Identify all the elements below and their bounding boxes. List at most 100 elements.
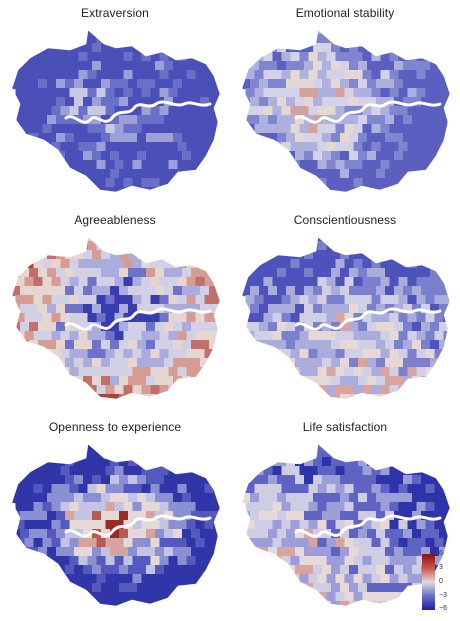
ward-cell	[263, 367, 274, 378]
ward-cell	[186, 367, 197, 378]
ward-cell	[159, 538, 170, 549]
ward-cell	[42, 448, 53, 459]
ward-cell	[186, 178, 197, 189]
ward-cell	[421, 547, 432, 558]
ward-cell	[295, 43, 306, 54]
ward-cell	[385, 286, 396, 297]
ward-cell	[110, 61, 121, 72]
ward-cell	[299, 484, 310, 495]
ward-cell	[443, 466, 450, 477]
ward-cell	[88, 196, 98, 206]
ward-cell	[327, 196, 337, 206]
ward-cell	[47, 376, 58, 387]
ward-cell	[367, 358, 378, 369]
ward-cell	[268, 237, 279, 243]
ward-cell	[205, 403, 215, 413]
ward-cell	[141, 448, 152, 459]
ward-cell	[331, 601, 342, 606]
ward-cell	[331, 444, 342, 450]
ward-cell	[335, 484, 346, 495]
ward-cell	[344, 367, 355, 378]
ward-cell	[96, 88, 107, 99]
ward-cell	[20, 151, 31, 162]
ward-cell	[394, 358, 405, 369]
city-boundary	[11, 236, 221, 400]
ward-cell	[164, 30, 175, 36]
river-thames	[64, 307, 212, 331]
ward-cell	[286, 61, 297, 72]
ward-cell	[52, 610, 62, 620]
ward-cell	[421, 304, 432, 315]
ward-cell	[218, 133, 220, 144]
ward-cell	[96, 313, 107, 324]
ward-cell	[159, 349, 170, 360]
ward-cell	[70, 610, 80, 620]
ward-cell	[245, 241, 256, 252]
ward-cell	[177, 484, 188, 495]
ward-cell	[349, 358, 360, 369]
ward-cell	[245, 34, 256, 45]
ward-cell	[304, 493, 315, 504]
ward-cell	[245, 313, 256, 324]
ward-cell	[295, 493, 306, 504]
ward-cell	[326, 124, 337, 135]
ward-cell	[150, 34, 161, 45]
ward-cell	[218, 268, 220, 279]
ward-cell	[65, 169, 76, 180]
ward-cell	[299, 295, 310, 306]
ward-cell	[137, 30, 148, 36]
ward-cell	[349, 133, 360, 144]
ward-cell	[282, 196, 292, 206]
ward-cell	[349, 268, 360, 279]
ward-cell	[110, 394, 121, 399]
ward-cell	[448, 268, 450, 279]
ward-cell	[213, 556, 220, 567]
ward-cell	[344, 502, 355, 513]
ward-cell	[313, 133, 324, 144]
ward-cell	[403, 394, 414, 399]
ward-cell	[412, 43, 423, 54]
ward-cell	[204, 160, 215, 171]
ward-cell	[299, 385, 310, 396]
ward-cell	[182, 322, 193, 333]
ward-cell	[371, 592, 382, 603]
ward-cell	[439, 304, 450, 315]
ward-cell	[349, 151, 360, 162]
ward-cell	[313, 358, 324, 369]
ward-cell	[200, 457, 211, 468]
ward-cell	[87, 178, 98, 189]
ward-cell	[218, 601, 220, 606]
ward-cell	[322, 322, 333, 333]
ward-cell	[434, 277, 445, 288]
ward-cell	[362, 538, 373, 549]
ward-cell	[295, 304, 306, 315]
ward-cell	[110, 268, 121, 279]
ward-cell	[245, 367, 256, 378]
ward-cell	[439, 547, 450, 558]
ward-cell	[421, 151, 432, 162]
ward-cell	[367, 268, 378, 279]
ward-cell	[119, 237, 130, 243]
ward-cell	[187, 196, 197, 206]
ward-cell	[65, 151, 76, 162]
ward-cell	[340, 322, 351, 333]
ward-cell	[326, 142, 337, 153]
ward-cell	[209, 340, 220, 351]
ward-cell	[448, 115, 450, 126]
ward-cell	[218, 340, 220, 351]
ward-cell	[119, 133, 130, 144]
city-boundary	[11, 443, 221, 607]
ward-cell	[38, 151, 49, 162]
ward-cell	[65, 511, 76, 522]
ward-cell	[200, 30, 211, 36]
ward-cell	[24, 106, 35, 117]
ward-cell	[290, 241, 301, 252]
ward-cell	[421, 61, 432, 72]
ward-cell	[141, 349, 152, 360]
ward-cell	[367, 43, 378, 54]
ward-cell	[263, 259, 274, 270]
ward-cell	[195, 178, 206, 189]
ward-cell	[191, 304, 202, 315]
ward-cell	[421, 322, 432, 333]
ward-cell	[132, 331, 143, 342]
